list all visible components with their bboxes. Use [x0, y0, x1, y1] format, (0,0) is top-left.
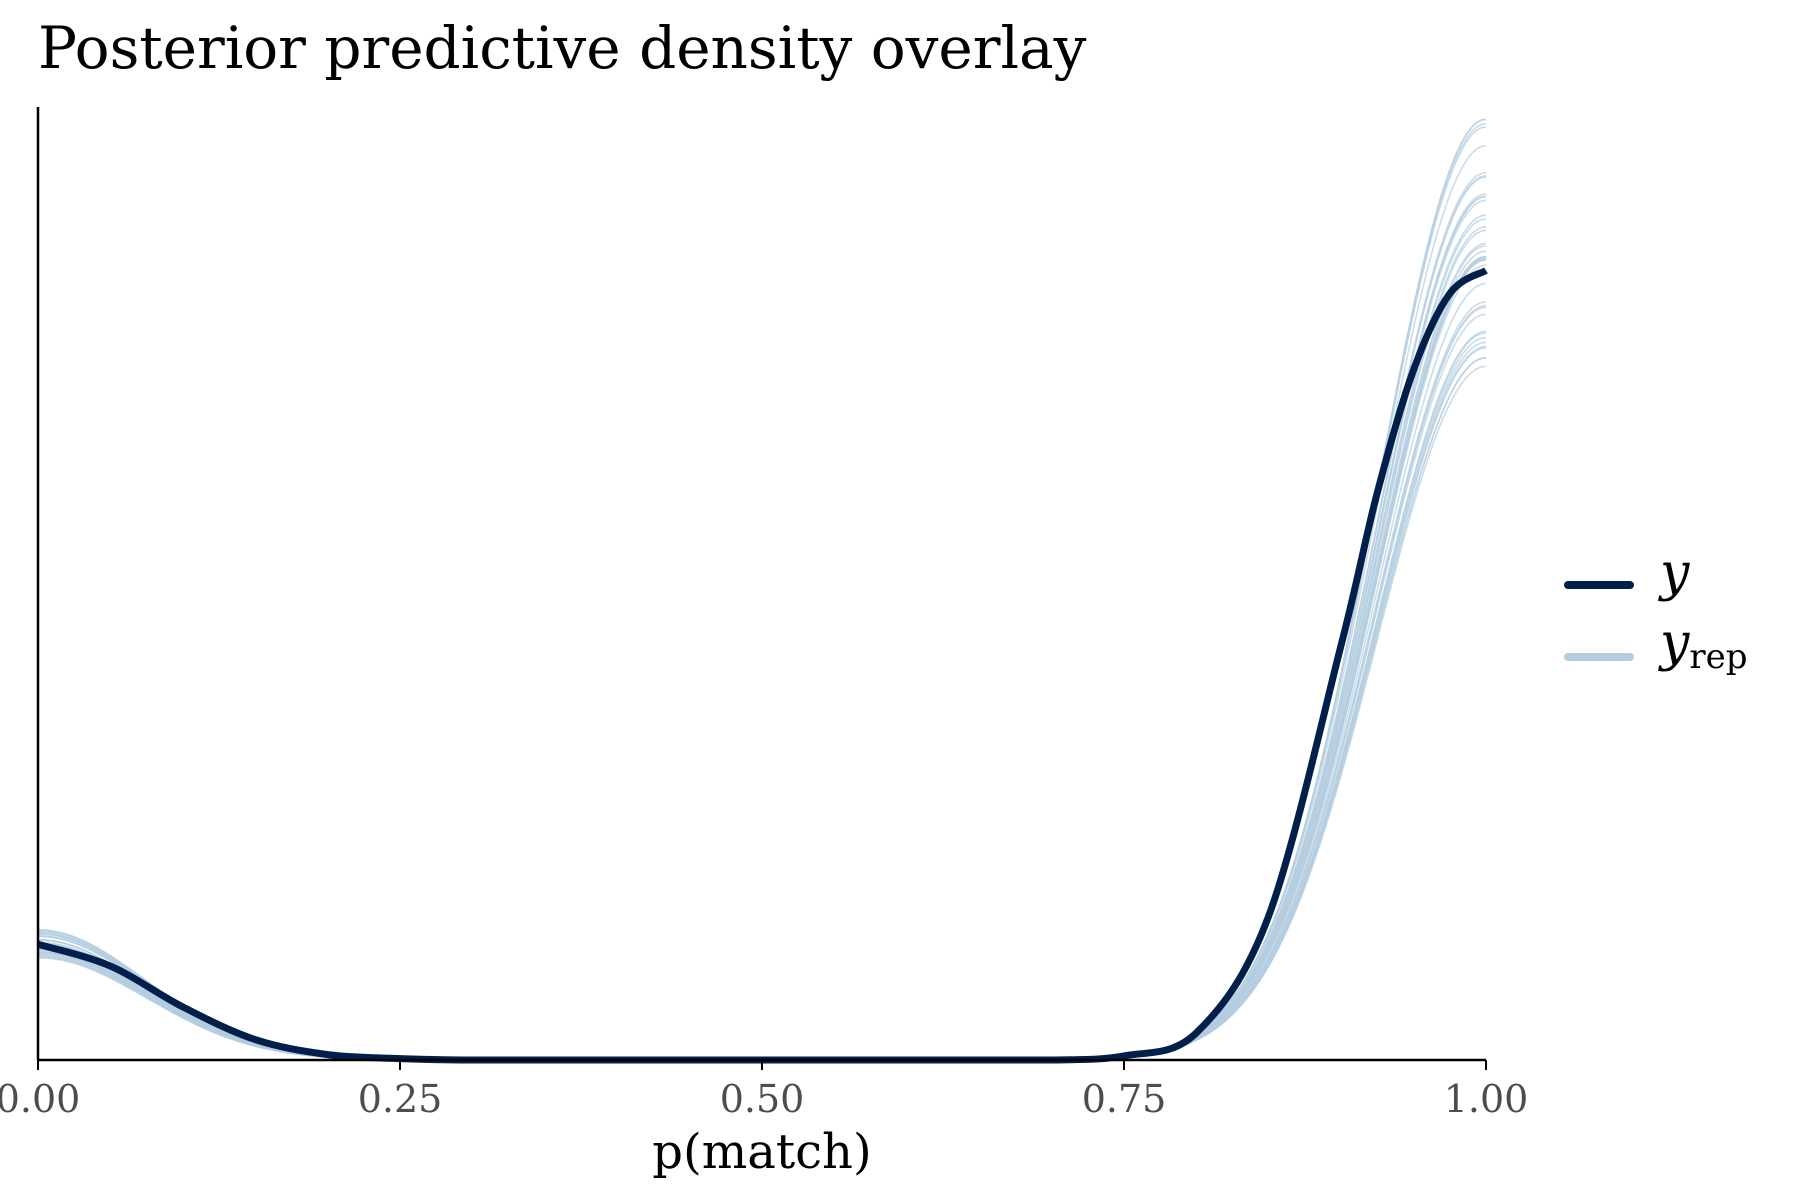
x-tick-label: 0.50: [720, 1077, 805, 1121]
yrep-density-line: [37, 195, 1487, 1061]
x-tick-label: 0.75: [1082, 1077, 1167, 1121]
x-tick-label: 0.25: [358, 1077, 443, 1121]
yrep-density-line: [37, 175, 1487, 1061]
x-tick-label: 1.00: [1444, 1077, 1529, 1121]
x-axis-label: p(match): [652, 1124, 871, 1180]
chart-title: Posterior predictive density overlay: [38, 14, 1087, 82]
x-axis-ticks: 0.00 0.25 0.50 0.75 1.00: [0, 1060, 1528, 1121]
legend-label-yrep: yrep: [1658, 613, 1748, 677]
yrep-density-line: [37, 195, 1487, 1061]
yrep-density-line: [37, 193, 1487, 1061]
legend: y yrep: [1564, 543, 1748, 677]
yrep-density-line: [37, 176, 1487, 1061]
legend-label-y: y: [1658, 543, 1690, 603]
yrep-density-line: [37, 171, 1487, 1061]
x-tick-label: 0.00: [0, 1077, 80, 1121]
